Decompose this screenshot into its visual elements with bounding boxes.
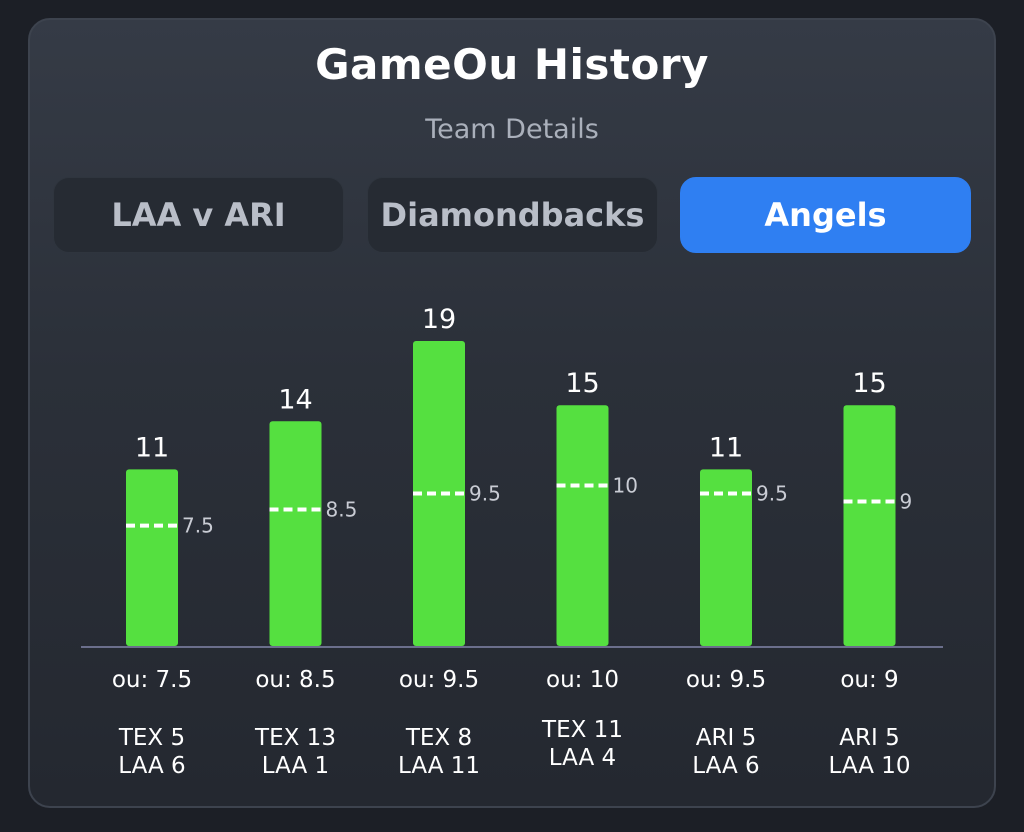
bar: [126, 469, 178, 646]
game-score: TEX 13 LAA 1: [216, 724, 376, 780]
home-score: LAA 10: [828, 753, 911, 779]
ou-label: 10: [613, 473, 638, 497]
category-label: ou: 7.5: [112, 667, 192, 693]
home-score: LAA 4: [548, 745, 617, 771]
bar: [700, 469, 752, 646]
bar: [843, 405, 896, 646]
bar: [269, 421, 322, 646]
tab-diamondbacks[interactable]: Diamondbacks: [367, 177, 658, 253]
page-title: GameOu History: [315, 40, 709, 89]
home-score: LAA 6: [692, 753, 760, 779]
away-score: TEX 5: [118, 725, 186, 751]
tab-matchup[interactable]: LAA v ARI: [53, 177, 344, 253]
bar: [413, 341, 465, 646]
category-label: ou: 8.5: [255, 667, 335, 693]
value-label: 15: [565, 368, 599, 399]
value-label: 15: [852, 368, 886, 399]
tab-angels[interactable]: Angels: [680, 177, 971, 253]
home-score: LAA 6: [118, 753, 186, 779]
value-label: 19: [422, 304, 456, 335]
away-score: TEX 11: [542, 717, 623, 743]
game-score: ARI 5 LAA 10: [790, 724, 950, 780]
away-score: TEX 8: [405, 725, 473, 751]
history-card: [28, 18, 996, 808]
ou-label: 9: [900, 490, 913, 514]
page-subtitle: Team Details: [425, 114, 599, 145]
ou-label: 7.5: [182, 514, 214, 538]
away-score: ARI 5: [839, 725, 900, 751]
away-score: ARI 5: [695, 725, 757, 751]
category-label: ou: 9.5: [686, 667, 766, 693]
ou-label: 8.5: [326, 498, 358, 522]
category-label: ou: 10: [546, 667, 619, 693]
category-label: ou: 9.5: [399, 667, 479, 693]
ou-label: 9.5: [469, 482, 501, 506]
game-score: TEX 11 LAA 4: [503, 716, 663, 772]
value-label: 11: [135, 432, 169, 463]
away-score: TEX 13: [255, 725, 336, 751]
ou-label: 9.5: [756, 482, 788, 506]
bar: [556, 405, 609, 646]
game-score: TEX 8 LAA 11: [359, 724, 519, 780]
game-score: ARI 5 LAA 6: [646, 724, 806, 780]
home-score: LAA 11: [397, 753, 481, 779]
value-label: 14: [278, 384, 312, 415]
value-label: 11: [709, 432, 743, 463]
category-label: ou: 9: [840, 667, 898, 693]
home-score: LAA 1: [261, 753, 330, 779]
game-score: TEX 5 LAA 6: [72, 724, 232, 780]
